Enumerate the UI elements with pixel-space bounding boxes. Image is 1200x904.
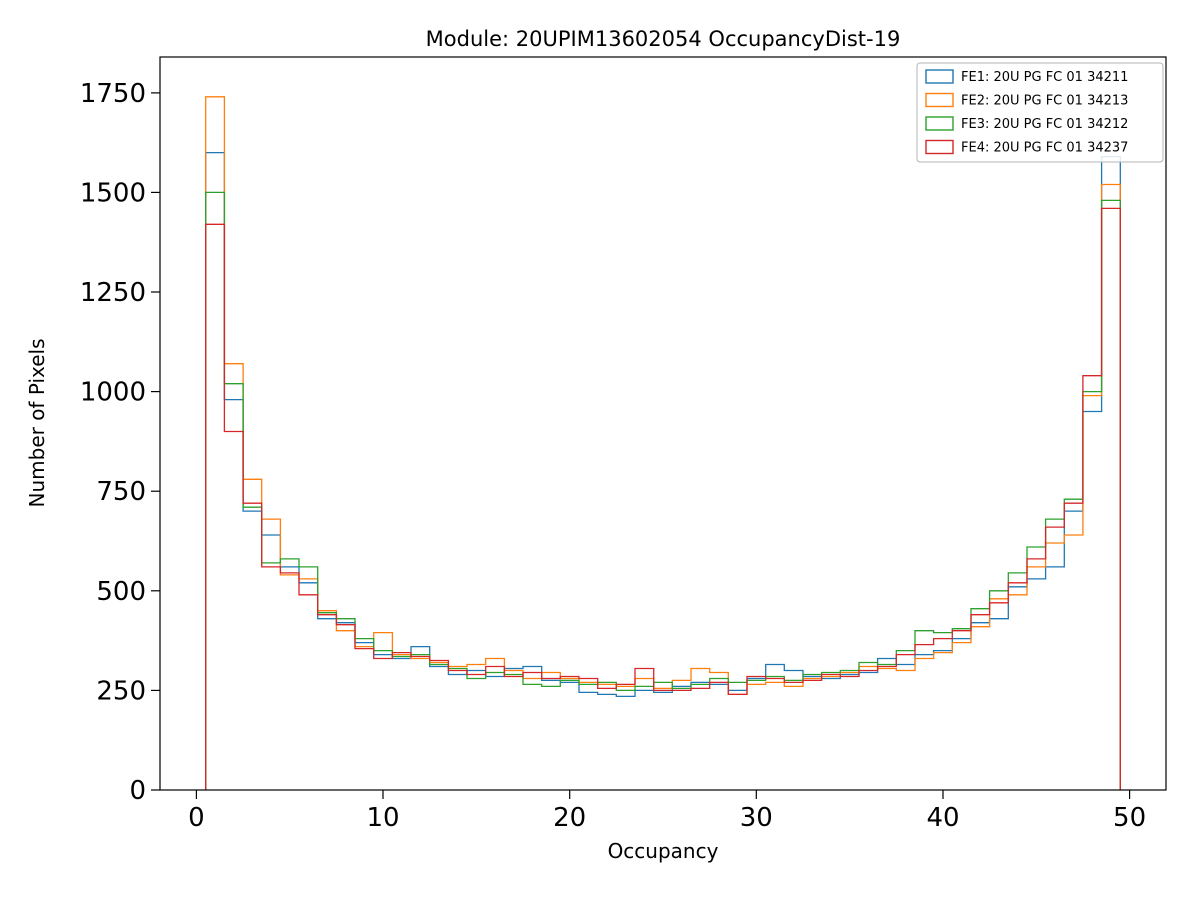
legend-swatch-fe3 (925, 116, 954, 131)
legend-swatch-fe4 (925, 139, 954, 155)
y-axis-label: Number of Pixels (25, 338, 49, 507)
legend-label-fe2: FE2: 20U PG FC 01 34213 (961, 94, 1128, 109)
legend-label-fe1: FE1: 20U PG FC 01 34211 (961, 70, 1128, 85)
chart-title: Module: 20UPIM13602054 OccupancyDist-19 (426, 27, 901, 51)
series-fe2-step (205, 96, 1121, 790)
x-tick-label: 10 (366, 803, 399, 833)
legend-swatch-fe1 (925, 69, 954, 84)
legend-label-fe3: FE3: 20U PG FC 01 34212 (961, 117, 1128, 132)
y-tick-label: 1250 (80, 278, 146, 308)
y-tick-label: 500 (96, 577, 146, 607)
y-tick-label: 1000 (80, 378, 146, 408)
series-fe4-step (205, 207, 1121, 790)
x-tick-label: 0 (188, 803, 205, 833)
legend-swatch-fe2 (925, 92, 954, 108)
x-tick-label: 40 (926, 803, 959, 833)
x-tick-label: 50 (1113, 803, 1146, 833)
y-tick-label: 0 (129, 776, 146, 806)
y-tick-label: 750 (96, 477, 146, 507)
legend-box (916, 62, 1164, 163)
y-tick-label: 250 (96, 676, 146, 706)
x-tick-label: 20 (553, 803, 586, 833)
y-tick-label: 1750 (80, 79, 146, 109)
x-axis-label: Occupancy (608, 839, 719, 863)
axes-frame (159, 56, 1167, 791)
legend-label-fe4: FE4: 20U PG FC 01 34237 (961, 141, 1128, 156)
series-fe1-step (205, 151, 1121, 790)
series-fe3-step (205, 191, 1121, 790)
legend: FE1: 20U PG FC 01 34211 FE2: 20U PG FC 01… (916, 62, 1164, 163)
x-tick-label: 30 (740, 803, 773, 833)
y-tick-label: 1500 (80, 178, 146, 208)
